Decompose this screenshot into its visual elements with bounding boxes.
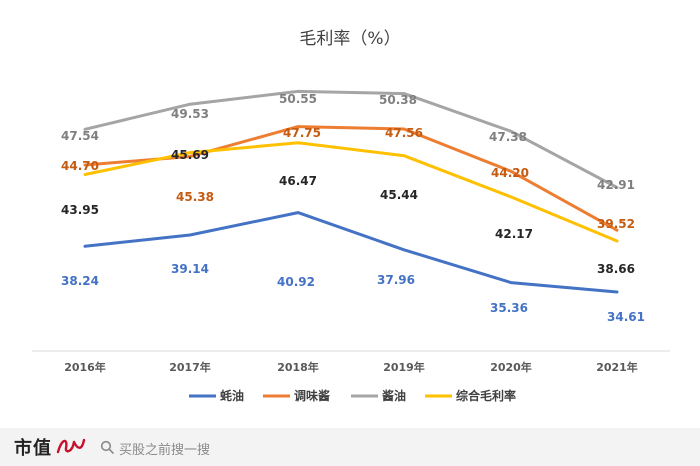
data-label: 46.47 [279,174,317,188]
data-label: 45.38 [176,190,214,204]
x-tick-label: 2019年 [383,360,425,374]
search-icon[interactable] [100,440,114,454]
x-tick-label: 2017年 [169,360,211,374]
data-label: 38.24 [61,274,99,288]
data-label: 44.70 [61,159,99,173]
legend-label: 酱油 [382,388,406,403]
legend-label: 调味酱 [294,388,330,403]
data-label: 38.66 [597,262,635,276]
x-tick-label: 2020年 [490,360,532,374]
data-label: 35.36 [490,301,528,315]
data-label: 39.14 [171,262,209,276]
data-label: 49.53 [171,107,209,121]
data-label: 40.92 [277,275,315,289]
data-label: 47.54 [61,129,99,143]
data-label: 45.44 [380,188,418,202]
data-label: 43.95 [61,203,99,217]
chart: 毛利率（%） 2016年 2017年 2018年 2019年 2020年 2021年 38.2… [32,29,670,403]
x-tick-label: 2021年 [596,360,638,374]
series-line [83,211,619,294]
data-label: 50.38 [379,93,417,107]
chart-title: 毛利率（%） [299,29,400,49]
search-input[interactable]: 买股之前搜一搜 [119,443,211,458]
data-label: 47.75 [283,126,321,140]
data-label: 42.17 [495,227,533,241]
chart-card: 毛利率（%） 2016年 2017年 2018年 2019年 2020年 2021年 38.2… [0,0,700,428]
x-tick-label: 2018年 [277,360,319,374]
legend-label: 蚝油 [220,388,244,403]
data-label: 42.91 [597,178,635,192]
brand-logo-icon [56,438,86,454]
data-label: 44.20 [491,166,529,180]
footer-bar: 市值 买股之前搜一搜 [0,428,700,466]
series-line [83,125,619,232]
x-tick-label: 2016年 [64,360,106,374]
legend-label: 综合毛利率 [456,388,516,403]
data-label: 45.69 [171,148,209,162]
data-label: 47.38 [489,130,527,144]
data-label: 50.55 [279,92,317,106]
data-label: 47.56 [385,126,423,140]
data-label: 39.52 [597,217,635,231]
data-label: 34.61 [607,310,645,324]
series-line [83,89,619,189]
data-label: 37.96 [377,273,415,287]
brand-logo-text: 市值 [14,438,52,459]
series-line [83,141,619,243]
